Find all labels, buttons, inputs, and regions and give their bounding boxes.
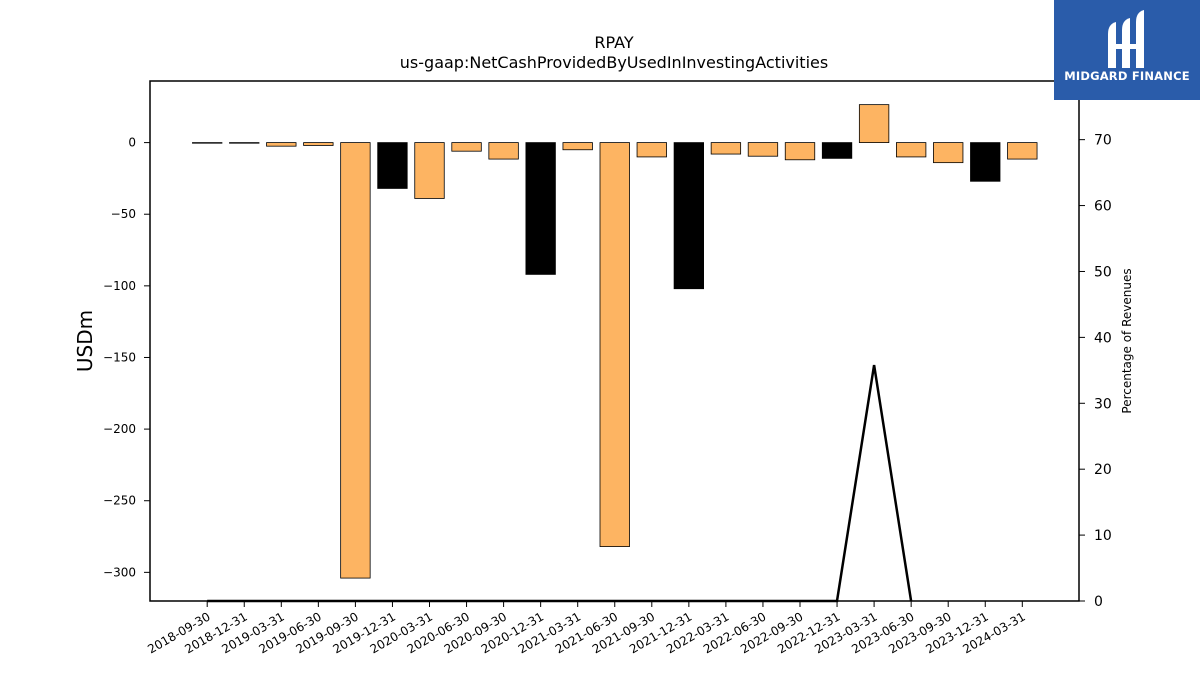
bar-2020-03-31: [414, 142, 445, 199]
bar-2020-09-30: [488, 142, 519, 160]
bar-2018-12-31: [229, 142, 260, 144]
y-tick-label: −100: [103, 279, 136, 293]
bar-2023-06-30: [896, 142, 927, 158]
y-tick-label: −50: [111, 207, 136, 221]
y-tick-label: −200: [103, 422, 136, 436]
bar-2020-12-31: [525, 142, 556, 275]
bar-2023-03-31: [858, 104, 890, 143]
bar-2024-03-31: [1007, 142, 1038, 160]
bar-2018-09-30: [192, 142, 223, 144]
y-tick-label: −300: [103, 565, 136, 579]
bar-2022-09-30: [784, 142, 816, 161]
y-tick-label: −250: [103, 494, 136, 508]
logo-mark-icon: [1108, 10, 1144, 68]
bar-2019-12-31: [377, 142, 408, 189]
bar-2021-09-30: [636, 142, 667, 158]
bar-2021-06-30: [599, 142, 630, 547]
y-right-tick-label: 50: [1094, 264, 1112, 280]
y-tick-label: −150: [103, 350, 136, 364]
bar-2019-09-30: [340, 142, 371, 579]
bar-2023-12-31: [970, 142, 1001, 182]
midgard-finance-logo: MIDGARD FINANCE: [1054, 0, 1200, 100]
bar-2022-12-31: [821, 142, 853, 159]
y-right-tick-label: 40: [1094, 330, 1112, 346]
y-right-tick-label: 30: [1094, 396, 1112, 412]
chart-subtitle: us-gaap:NetCashProvidedByUsedInInvesting…: [400, 53, 828, 72]
y-right-tick-label: 0: [1094, 594, 1103, 610]
bar-2019-06-30: [303, 142, 334, 146]
chart-title: RPAY: [594, 33, 633, 52]
bar-2021-12-31: [673, 142, 704, 290]
y-right-tick-label: 20: [1094, 462, 1112, 478]
y-tick-label: 0: [128, 136, 136, 150]
percentage-of-revenues-line: [207, 364, 913, 603]
y-right-tick-label: 10: [1094, 528, 1112, 544]
bar-2019-03-31: [266, 142, 297, 147]
bar-2020-06-30: [451, 142, 482, 152]
bar-2021-03-31: [562, 142, 593, 151]
y-axis-label: USDm: [73, 310, 97, 372]
logo-text: MIDGARD FINANCE: [1064, 69, 1190, 83]
bar-2023-09-30: [933, 142, 964, 164]
y-right-tick-label: 70: [1094, 133, 1112, 149]
bar-2022-03-31: [710, 142, 742, 155]
bar-2022-06-30: [747, 142, 779, 157]
y-right-tick-label: 60: [1094, 199, 1112, 215]
y-axis-label-right: Percentage of Revenues: [1120, 268, 1134, 413]
